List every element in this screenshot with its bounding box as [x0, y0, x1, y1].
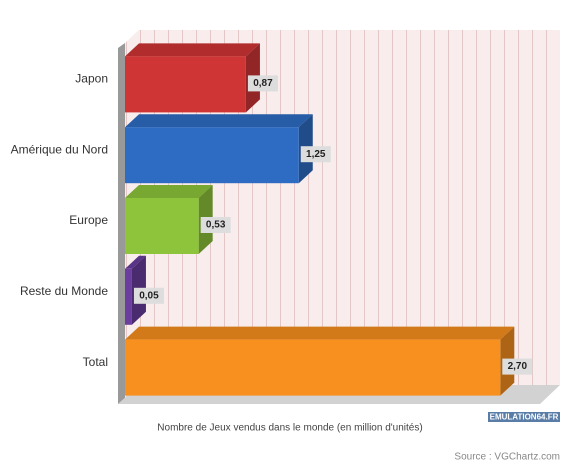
x-axis-label: Nombre de Jeux vendus dans le monde (en … [157, 423, 422, 434]
value-label-box [502, 358, 533, 375]
y-tick-label: Reste du Monde [20, 284, 108, 298]
value-label: 2,70 [508, 361, 528, 372]
bar-top [125, 255, 146, 269]
y-tick-label: Amérique du Nord [11, 142, 108, 156]
logo: EMULATION64.FR [490, 413, 559, 422]
value-label: 0,05 [139, 290, 159, 301]
value-label-box [200, 217, 231, 233]
value-label: 0,87 [253, 78, 273, 89]
y-tick-label: Europe [69, 213, 108, 227]
y-tick-label: Japon [75, 72, 108, 86]
bar [125, 339, 501, 396]
bar-top [125, 326, 515, 340]
value-label-box [300, 146, 331, 163]
value-label: 1,25 [306, 149, 326, 160]
bar [125, 198, 199, 254]
bar [125, 268, 132, 325]
value-label-box [133, 287, 164, 304]
logo-box [488, 412, 560, 422]
bar [125, 56, 246, 113]
bar [125, 127, 299, 184]
value-label: 0,53 [206, 220, 226, 231]
bar-top [125, 185, 213, 198]
bar-top [125, 114, 313, 128]
y-tick-label: Total [83, 355, 108, 369]
value-label-box [247, 75, 278, 92]
source: Source : VGChartz.com [454, 452, 560, 463]
bar-top [125, 43, 260, 57]
